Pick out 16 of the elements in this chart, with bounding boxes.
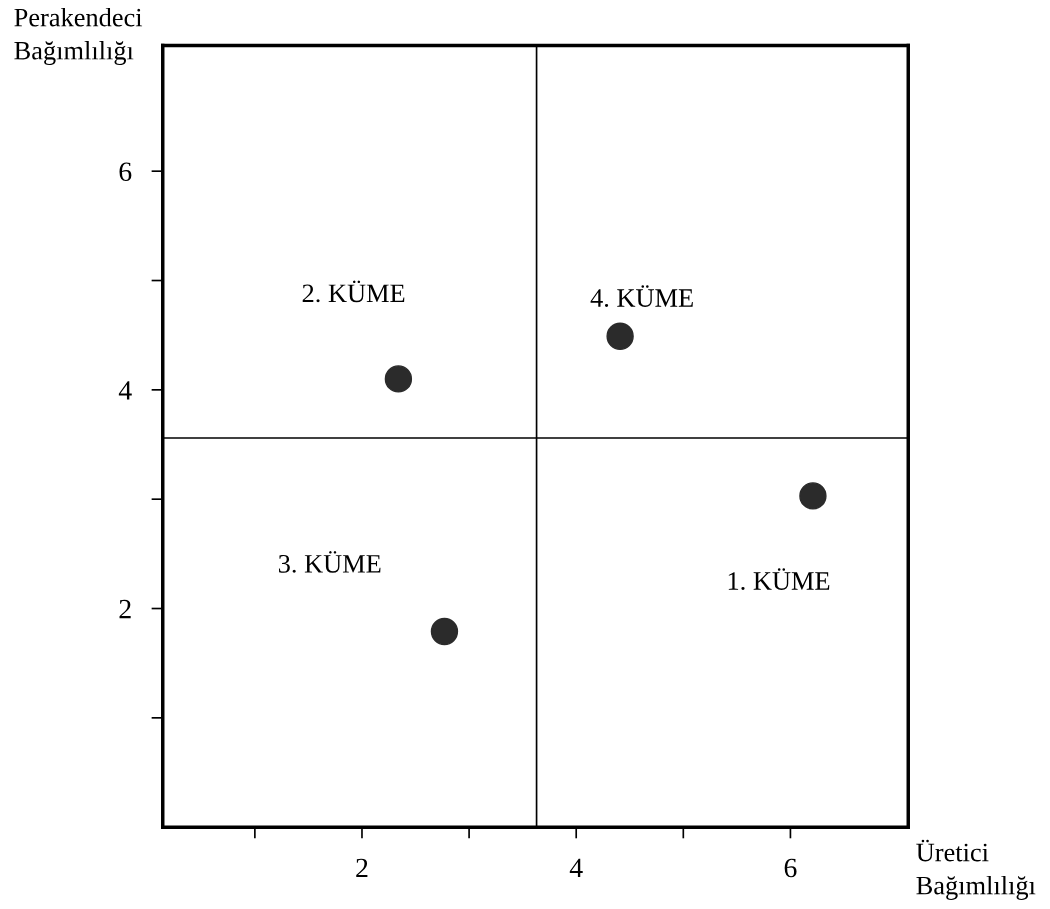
y-tick-label: 2: [119, 599, 131, 619]
annotation: 2. KÜME: [302, 280, 405, 303]
annotation: 1. KÜME: [728, 568, 830, 591]
y-tick-label: 6: [119, 162, 132, 182]
y-axis-title: Perakendeci Bağımlılığı: [14, 7, 143, 65]
x-tick-label: 4: [569, 858, 583, 878]
point: [430, 617, 459, 646]
x-axis-title: Üretici Bağımlılığı: [916, 839, 1036, 900]
x-tick-label: 6: [784, 858, 797, 878]
annotation: 4. KÜME: [590, 285, 693, 308]
y-tick-label: 4: [118, 381, 132, 400]
point: [606, 322, 634, 350]
annotation: 3. KÜME: [278, 551, 381, 573]
x-tick-label: 2: [356, 858, 368, 878]
point: [384, 365, 413, 393]
point: [799, 482, 827, 510]
